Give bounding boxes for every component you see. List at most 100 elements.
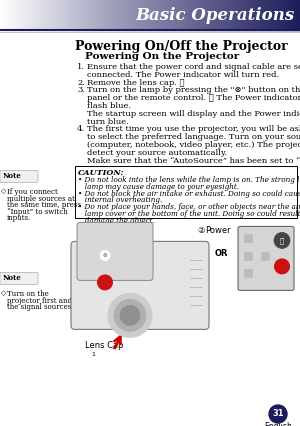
Bar [50, 0, 53, 30]
Bar [190, 0, 193, 30]
Text: 2.: 2. [77, 79, 85, 86]
Bar [24, 0, 27, 30]
FancyBboxPatch shape [0, 170, 38, 182]
Circle shape [269, 405, 287, 423]
Text: Powering On the Projector: Powering On the Projector [85, 52, 239, 61]
Bar [270, 0, 273, 30]
Bar [104, 0, 107, 30]
Text: panel or the remote control. ② The Power indicator will: panel or the remote control. ② The Power… [87, 94, 300, 102]
Bar [16, 0, 19, 30]
Bar [282, 0, 285, 30]
Text: ⬤: ⬤ [102, 232, 108, 239]
Bar [72, 0, 75, 30]
Bar [4, 0, 7, 30]
Bar [60, 0, 63, 30]
Text: ◇: ◇ [1, 291, 6, 296]
Text: The startup screen will display and the Power indicator will: The startup screen will display and the … [87, 110, 300, 118]
Bar [290, 0, 293, 30]
Bar [242, 0, 245, 30]
Bar [48, 0, 51, 30]
Bar [278, 0, 281, 30]
Bar [136, 0, 139, 30]
Bar [80, 0, 83, 30]
Bar [272, 0, 275, 30]
Bar [132, 0, 135, 30]
Text: Powering On/Off the Projector: Powering On/Off the Projector [75, 40, 288, 53]
Text: Turn on the: Turn on the [7, 291, 49, 298]
Bar [244, 0, 247, 30]
Bar [64, 0, 67, 30]
Bar [254, 0, 257, 30]
Bar [182, 0, 185, 30]
Bar [96, 0, 99, 30]
Text: flash blue.: flash blue. [87, 102, 131, 110]
FancyBboxPatch shape [77, 222, 153, 280]
Bar [6, 0, 9, 30]
Bar [216, 0, 219, 30]
FancyBboxPatch shape [238, 226, 294, 291]
Bar [298, 0, 300, 30]
Text: • Do not look into the lens while the lamp is on. The strong light from the: • Do not look into the lens while the la… [78, 176, 300, 184]
Text: turn blue.: turn blue. [87, 118, 134, 126]
Bar [292, 0, 295, 30]
Bar [0, 0, 3, 30]
Text: ⊗: ⊗ [103, 253, 107, 258]
Bar [206, 0, 209, 30]
Bar [208, 0, 211, 30]
Text: projector first and then: projector first and then [7, 297, 90, 305]
Bar [36, 0, 39, 30]
Text: the same time, press: the same time, press [7, 201, 81, 210]
Bar [78, 0, 81, 30]
Bar [10, 0, 13, 30]
Bar [224, 0, 227, 30]
Bar [210, 0, 213, 30]
Text: CAUTION:: CAUTION: [78, 170, 124, 177]
Bar [220, 0, 223, 30]
Bar [90, 0, 93, 30]
Bar [194, 0, 197, 30]
Text: Note: Note [3, 274, 22, 282]
Bar [266, 0, 269, 30]
Bar [252, 0, 255, 30]
Bar [284, 0, 287, 30]
Bar [58, 0, 61, 30]
Bar [180, 0, 183, 30]
Bar [192, 0, 195, 30]
Bar [214, 0, 217, 30]
Text: 1: 1 [91, 352, 95, 357]
Bar [158, 0, 161, 30]
Bar [14, 0, 17, 30]
Bar [280, 0, 283, 30]
Bar [108, 0, 111, 30]
Bar [166, 0, 169, 30]
Bar [118, 0, 121, 30]
Bar [196, 0, 199, 30]
Text: ②: ② [197, 226, 205, 236]
Bar [176, 0, 179, 30]
Bar [244, 269, 252, 277]
Bar [84, 0, 87, 30]
Text: • Do not block the air intake or exhaust. Doing so could cause a fire due to: • Do not block the air intake or exhaust… [78, 190, 300, 198]
Bar [38, 0, 41, 30]
Bar [268, 0, 271, 30]
Bar [160, 0, 163, 30]
Bar [98, 0, 101, 30]
Bar [8, 0, 11, 30]
Bar [66, 0, 69, 30]
Bar [296, 0, 299, 30]
Bar [152, 0, 155, 30]
Bar [256, 0, 259, 30]
Bar [276, 0, 279, 30]
Bar [120, 0, 123, 30]
Bar [26, 0, 29, 30]
Bar [130, 0, 133, 30]
Bar [128, 0, 131, 30]
Bar [258, 0, 261, 30]
Bar [148, 0, 151, 30]
Bar [186, 0, 189, 30]
Circle shape [274, 233, 290, 248]
Text: Remove the lens cap. ①: Remove the lens cap. ① [87, 79, 184, 86]
Bar [198, 0, 201, 30]
Text: connected. The Power indicator will turn red.: connected. The Power indicator will turn… [87, 71, 279, 79]
Bar [156, 0, 159, 30]
